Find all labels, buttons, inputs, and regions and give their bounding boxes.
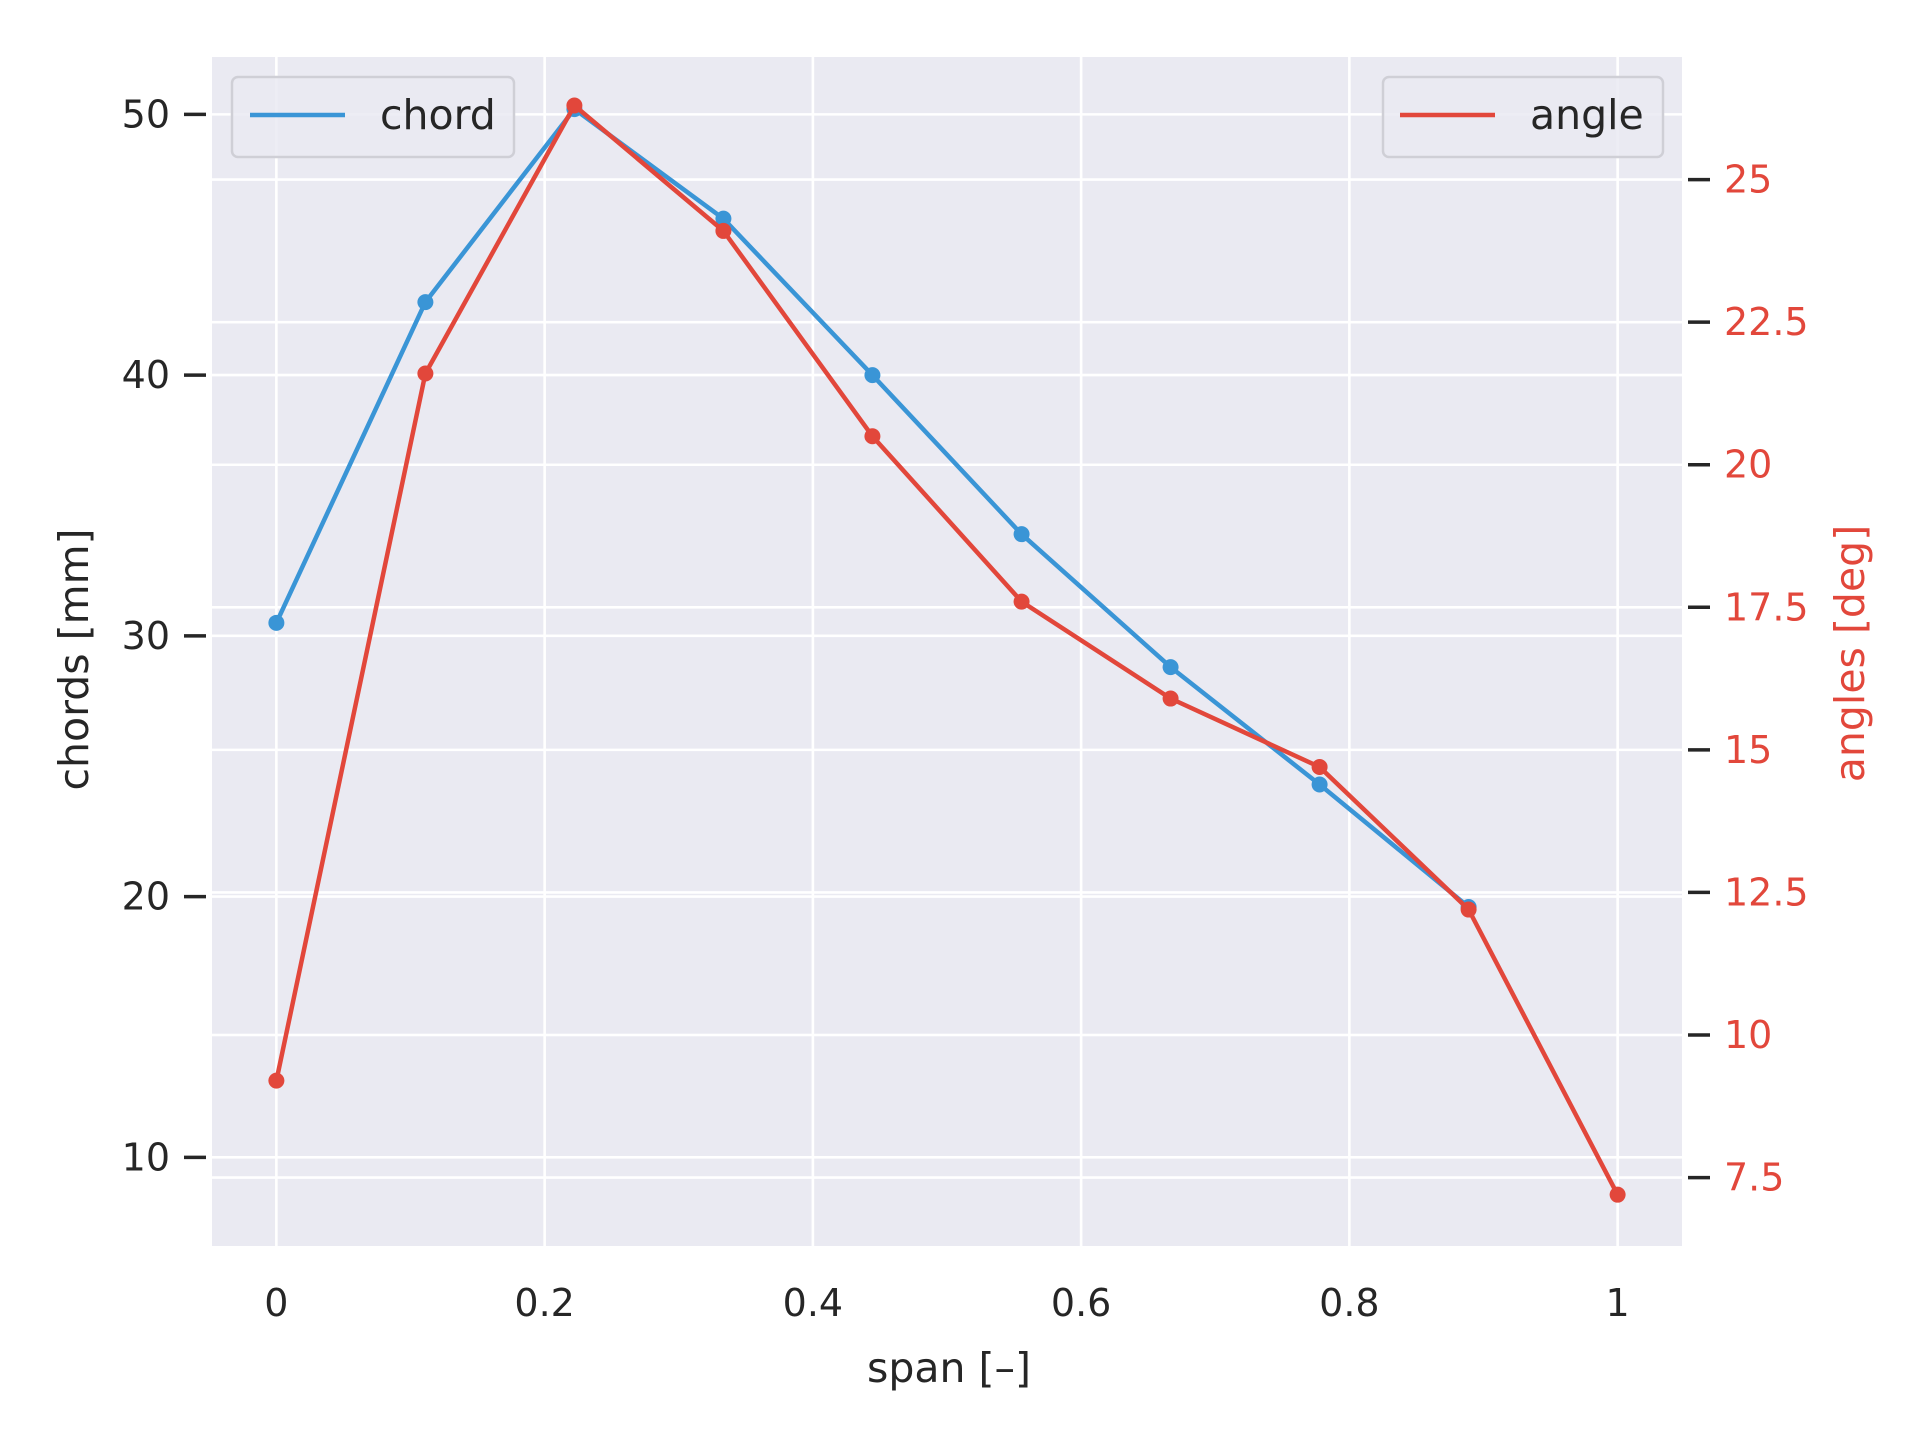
data-point-angle <box>268 1072 285 1089</box>
left-tick-label: 50 <box>122 92 170 136</box>
x-tick-label: 0.2 <box>514 1281 574 1325</box>
x-tick-label: 0 <box>264 1281 288 1325</box>
right-axis: 7.5 10 12.5 15 17.5 20 22.5 25 <box>1688 158 1809 1200</box>
plot-area <box>212 57 1682 1246</box>
data-point-chord <box>715 210 732 227</box>
series-layer <box>268 97 1626 1203</box>
data-point-angle <box>417 365 434 382</box>
right-tick-label: 17.5 <box>1724 585 1809 629</box>
legend-chord-label: chord <box>380 91 496 139</box>
data-point-angle <box>1013 593 1030 610</box>
data-point-angle <box>566 97 583 114</box>
legend-chord-box <box>230 75 516 159</box>
right-tick-label: 10 <box>1724 1013 1772 1057</box>
data-point-angle <box>715 222 732 239</box>
data-point-chord <box>1311 776 1328 793</box>
data-point-chord <box>417 294 434 311</box>
left-tick-label: 10 <box>122 1135 170 1179</box>
data-point-chord <box>1013 526 1030 543</box>
x-axis: 0 0.2 0.4 0.6 0.8 1 <box>264 1281 1629 1325</box>
left-axis: 10 20 30 40 50 <box>122 92 206 1179</box>
right-tick-label: 25 <box>1724 158 1772 202</box>
data-point-chord <box>268 614 285 631</box>
data-point-angle <box>864 428 881 445</box>
data-point-angle <box>1609 1186 1626 1203</box>
left-axis-label: chords [mm] <box>50 528 98 790</box>
left-tick-label: 30 <box>122 614 170 658</box>
x-tick-label: 1 <box>1606 1281 1630 1325</box>
left-tick-label: 20 <box>122 875 170 919</box>
grid-x-axis <box>275 57 1619 1246</box>
data-point-angle <box>1311 758 1328 775</box>
data-point-angle <box>1460 901 1477 918</box>
series-angle <box>268 97 1626 1203</box>
right-axis-label: angles [deg] <box>1826 525 1874 782</box>
legend-angle: angle <box>1381 75 1665 159</box>
x-tick-label: 0.8 <box>1319 1281 1379 1325</box>
right-tick-label: 15 <box>1724 728 1772 772</box>
right-tick-label: 22.5 <box>1724 300 1809 344</box>
data-point-chord <box>864 367 881 384</box>
data-point-angle <box>1162 690 1179 707</box>
x-axis-label: span [–] <box>867 1344 1031 1392</box>
series-line-angle <box>274 103 1620 1197</box>
legend-chord: chord <box>230 75 516 159</box>
right-tick-label: 12.5 <box>1724 870 1809 914</box>
x-tick-label: 0.4 <box>783 1281 843 1325</box>
data-point-chord <box>1162 659 1179 676</box>
legend-angle-label: angle <box>1530 91 1644 139</box>
legend-angle-box <box>1381 75 1665 159</box>
x-tick-label: 0.6 <box>1051 1281 1111 1325</box>
grid-right-axis <box>212 178 1682 1179</box>
left-tick-label: 40 <box>122 353 170 397</box>
right-tick-label: 20 <box>1724 443 1772 487</box>
right-tick-label: 7.5 <box>1724 1156 1784 1200</box>
